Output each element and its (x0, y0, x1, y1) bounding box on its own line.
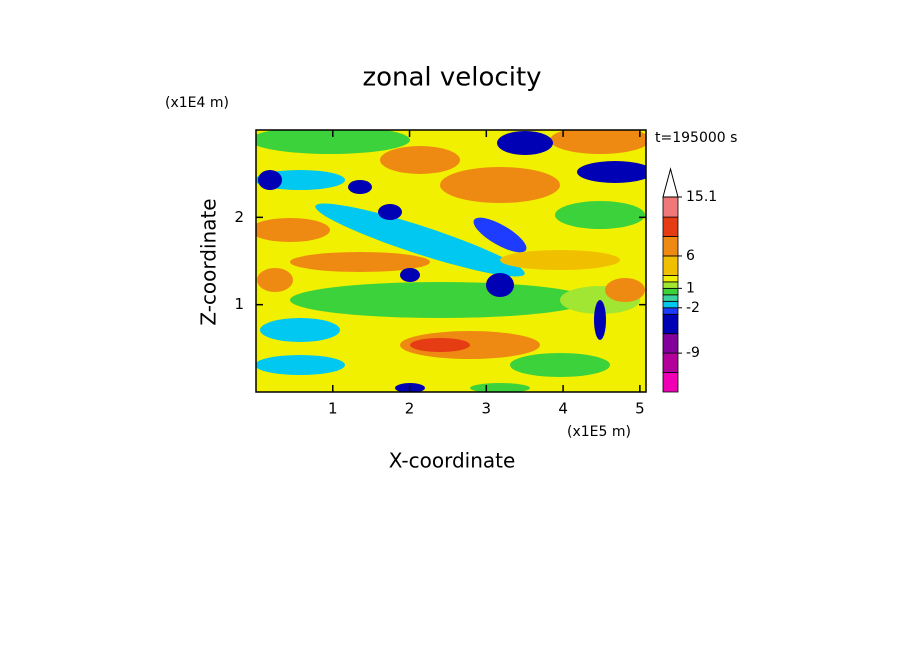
y-tick-label: 2 (234, 208, 244, 226)
colorbar-segment (662, 236, 679, 257)
colorbar-segment (662, 333, 679, 354)
colorbar-segment (662, 300, 679, 309)
y-axis-label: Z-coordinate (197, 198, 221, 325)
chart-title: zonal velocity (362, 63, 541, 93)
y-unit: (x1E4 m) (165, 95, 229, 111)
x-tick-label: 2 (405, 400, 415, 418)
colorbar-tick-label: 1 (686, 280, 695, 296)
plot-frame (255, 129, 647, 393)
colorbar-tick-label: 6 (686, 248, 695, 264)
colorbar-segment (662, 255, 679, 276)
colorbar-segment (662, 274, 679, 283)
colorbar-segment (662, 313, 679, 335)
x-tick-label: 5 (635, 400, 645, 418)
colorbar-tick-label: -2 (686, 300, 700, 316)
colorbar-segment (662, 281, 679, 289)
x-axis-label: X-coordinate (389, 449, 516, 473)
x-tick-label: 3 (482, 400, 492, 418)
colorbar-tick-label: 15.1 (686, 189, 717, 205)
x-tick-label: 4 (558, 400, 568, 418)
colorbar-segment (662, 294, 679, 302)
y-tick-label: 1 (234, 295, 244, 313)
colorbar-segment (662, 352, 679, 373)
colorbar-segment (662, 307, 679, 315)
annotation: t=195000 s (655, 130, 737, 146)
colorbar-extension (662, 167, 679, 198)
colorbar-segment (662, 196, 679, 218)
colorbar-segment (662, 372, 679, 393)
colorbar-segment (662, 287, 679, 296)
x-unit: (x1E5 m) (567, 424, 631, 440)
colorbar-tick-label: -9 (686, 345, 700, 361)
x-tick-label: 1 (328, 400, 338, 418)
contour-field (256, 130, 646, 392)
colorbar-segment (662, 216, 679, 237)
